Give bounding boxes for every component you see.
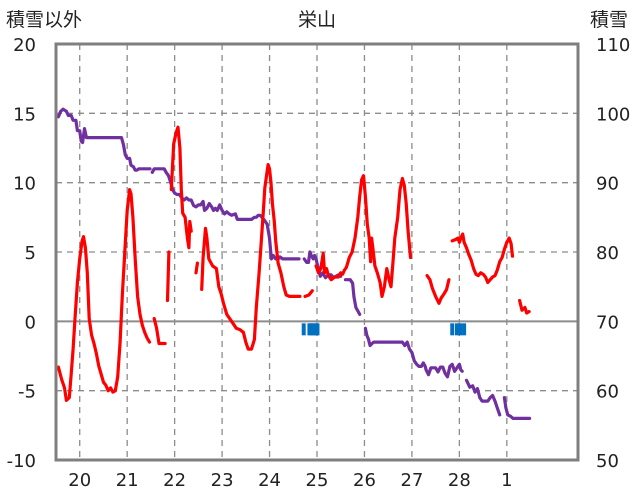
- chart-title: 栄山: [298, 9, 336, 31]
- left-y-tick-label: 5: [25, 243, 36, 264]
- plot-area-border: [54, 42, 580, 462]
- grid: [56, 44, 578, 460]
- snow-depth-line: [502, 396, 532, 420]
- left-y-tick-label: 20: [13, 35, 36, 56]
- temperature-line: [56, 188, 152, 402]
- temperature-series: [56, 125, 531, 402]
- right-y-tick-label: 80: [596, 243, 619, 264]
- x-tick-label: 28: [448, 470, 471, 491]
- right-y-ticks: 50 60 70 80 90 100 110: [596, 35, 630, 472]
- right-y-tick-label: 50: [596, 451, 619, 472]
- snow-depth-line: [56, 107, 152, 172]
- temperature-line: [425, 274, 451, 305]
- right-y-tick-label: 100: [596, 104, 630, 125]
- left-y-ticks: -10 -5 0 5 10 15 20: [7, 35, 36, 472]
- temperature-line: [165, 250, 171, 303]
- right-y-tick-label: 90: [596, 174, 619, 195]
- left-y-tick-label: -10: [7, 451, 36, 472]
- snow-depth-line: [150, 167, 301, 261]
- left-y-tick-label: 0: [25, 312, 36, 333]
- right-axis-label: 積雪: [590, 9, 628, 31]
- left-y-tick-label: 10: [13, 174, 36, 195]
- x-tick-label: 20: [68, 470, 91, 491]
- precipitation-series: [301, 323, 467, 336]
- snow-depth-line: [363, 326, 464, 379]
- x-tick-label: 25: [306, 470, 329, 491]
- snow-depth-line: [464, 378, 502, 417]
- x-tick-label: 23: [211, 470, 234, 491]
- temperature-line: [169, 125, 193, 250]
- x-tick-label: 24: [258, 470, 281, 491]
- left-axis-label: 積雪以外: [6, 9, 82, 31]
- temperature-line: [450, 232, 515, 285]
- temperature-line: [152, 317, 167, 346]
- right-y-tick-label: 110: [596, 35, 630, 56]
- precipitation-bar: [315, 323, 320, 336]
- right-y-tick-label: 70: [596, 312, 619, 333]
- left-y-tick-label: -5: [18, 382, 36, 403]
- temperature-line: [517, 298, 531, 315]
- x-tick-label: 21: [116, 470, 139, 491]
- precipitation-bar: [311, 323, 316, 336]
- precipitation-bar: [454, 323, 459, 336]
- x-tick-label: 22: [163, 470, 186, 491]
- precipitation-bar: [450, 323, 455, 336]
- x-tick-label: 27: [400, 470, 423, 491]
- left-y-tick-label: 15: [13, 104, 36, 125]
- x-tick-label: 1: [501, 470, 512, 491]
- x-ticks: 20 21 22 23 24 25 26 27 28 1: [68, 470, 512, 491]
- precipitation-bar: [462, 323, 467, 336]
- precipitation-bar: [458, 323, 463, 336]
- temperature-line: [303, 289, 314, 298]
- temperature-line: [200, 163, 302, 351]
- temperature-line: [194, 261, 199, 275]
- x-tick-label: 26: [353, 470, 376, 491]
- precipitation-bar: [301, 323, 306, 336]
- temperature-line: [314, 174, 413, 298]
- right-y-tick-label: 60: [596, 382, 619, 403]
- snow-depth-line: [343, 278, 362, 316]
